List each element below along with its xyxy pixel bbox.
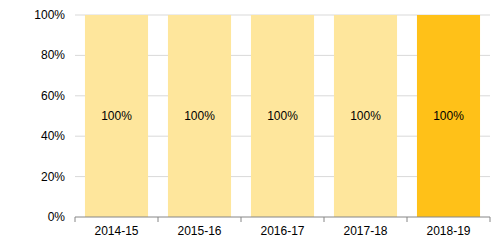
y-tick-label: 20% [41,170,65,184]
x-tick [158,217,159,222]
bars [85,15,480,217]
y-tick-label: 80% [41,48,65,62]
x-axis-line [75,217,490,218]
bar [334,15,397,217]
y-tick-label: 40% [41,129,65,143]
x-tick [241,217,242,222]
y-tick-label: 60% [41,89,65,103]
x-tick [407,217,408,222]
bar [85,15,148,217]
x-tick-label: 2014-15 [94,224,138,238]
data-label: 100% [433,109,464,123]
x-tick-label: 2017-18 [343,224,387,238]
chart: 0% 20% 40% 60% 80% 100% 2014-15 100% 2015-16 100%… [0,0,500,250]
x-tick [324,217,325,222]
y-tick-label: 0% [48,210,66,224]
data-label: 100% [267,109,298,123]
x-tick-label: 2018-19 [426,224,470,238]
x-tick-label: 2016-17 [260,224,304,238]
data-label: 100% [350,109,381,123]
bar [251,15,314,217]
data-label: 100% [184,109,215,123]
bar [417,15,480,217]
data-label: 100% [101,109,132,123]
x-tick [75,217,76,222]
x-tick [490,217,491,222]
y-tick-label: 100% [34,8,65,22]
bar [168,15,231,217]
x-tick-label: 2015-16 [177,224,221,238]
